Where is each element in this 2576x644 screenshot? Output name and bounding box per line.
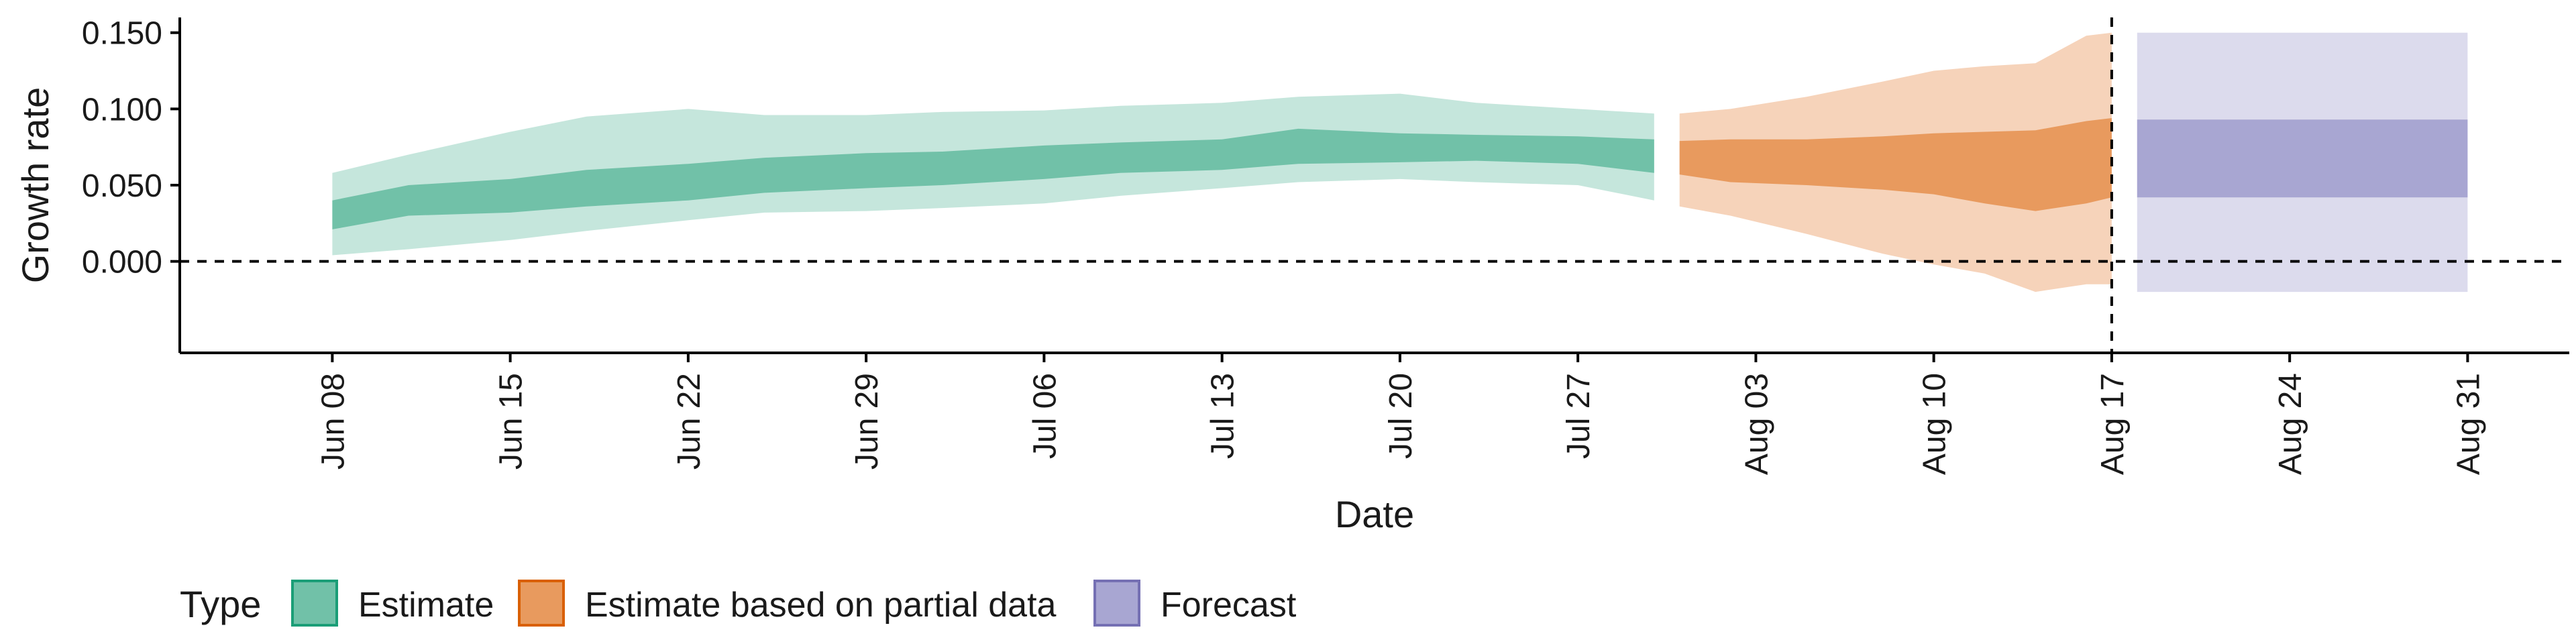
estimate-inner-band — [332, 128, 1654, 229]
x-tick-label: Jun 08 — [315, 373, 351, 470]
x-tick-label: Aug 17 — [2095, 373, 2131, 475]
x-tick-label: Aug 03 — [1739, 373, 1774, 475]
x-tick-label: Aug 10 — [1917, 373, 1953, 475]
legend-key-estimate — [291, 580, 338, 627]
x-tick-label: Jun 22 — [672, 373, 707, 470]
y-tick-label: 0.150 — [82, 16, 162, 52]
y-axis-title: Growth rate — [14, 87, 56, 284]
x-tick-label: Jul 20 — [1383, 373, 1419, 459]
x-tick-label: Jun 29 — [849, 373, 885, 470]
y-tick-label: 0.050 — [82, 168, 162, 204]
x-tick-label: Aug 24 — [2273, 373, 2308, 475]
axes: 0.000 0.050 0.100 0.150 Jun 08 Jun 15 Jun 22 Ju… — [82, 16, 2569, 475]
x-axis-title: Date — [1335, 493, 1414, 535]
legend-key-forecast — [1093, 580, 1140, 627]
legend: Type Estimate Estimate based on partial d… — [180, 580, 1297, 627]
y-tick-label: 0.100 — [82, 92, 162, 127]
legend-key-estimate-based-on-partial-data — [518, 580, 565, 627]
legend-label-estimate: Estimate — [358, 586, 494, 625]
x-tick-label: Aug 31 — [2451, 373, 2486, 475]
legend-label-forecast: Forecast — [1161, 586, 1297, 625]
y-tick-label: 0.000 — [82, 245, 162, 280]
ribbon-layer — [332, 32, 2468, 292]
legend-title: Type — [180, 583, 261, 625]
x-tick-label: Jul 13 — [1205, 373, 1241, 459]
estimate-based-on-partial-data-inner-band — [1679, 118, 2112, 211]
x-tick-label: Jun 15 — [494, 373, 529, 470]
reference-lines — [180, 17, 2569, 353]
x-tick-label: Jul 06 — [1027, 373, 1063, 459]
legend-label-estimate-based-on-partial-data: Estimate based on partial data — [585, 586, 1057, 625]
forecast-inner-band — [2137, 119, 2468, 198]
x-tick-label: Jul 27 — [1561, 373, 1597, 459]
